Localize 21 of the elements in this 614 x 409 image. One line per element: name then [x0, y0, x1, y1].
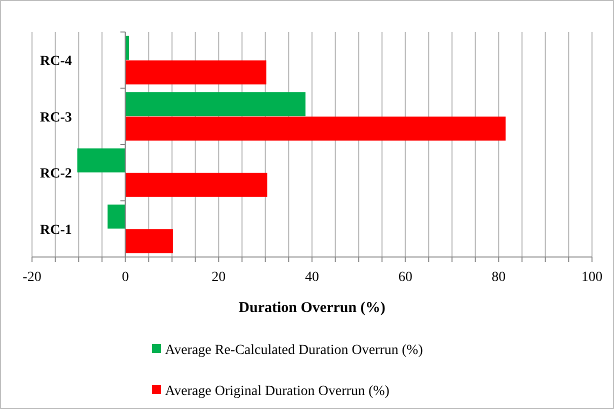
x-tick-label: 0	[122, 270, 129, 285]
legend-label: Average Original Duration Overrun (%)	[165, 384, 390, 399]
x-tick-label: 60	[398, 270, 412, 285]
y-tick-label: RC-2	[40, 166, 72, 182]
bar	[77, 148, 126, 172]
x-tick-label: 20	[212, 270, 226, 285]
bar	[125, 116, 506, 141]
bar	[125, 92, 306, 116]
bar	[108, 204, 126, 229]
x-tick-label: 40	[305, 270, 319, 285]
legend-label: Average Re-Calculated Duration Overrun (%)	[165, 343, 424, 358]
y-tick-label: RC-1	[40, 222, 72, 238]
bar	[125, 60, 266, 84]
bar	[125, 229, 173, 254]
x-tick-label: 80	[492, 270, 506, 285]
y-tick-label: RC-3	[40, 110, 72, 126]
x-tick-label: -20	[22, 270, 42, 285]
x-axis-title: Duration Overrun (%)	[238, 300, 386, 316]
bar	[125, 172, 268, 197]
x-tick-label: 100	[582, 270, 602, 285]
y-tick-label: RC-4	[40, 54, 72, 70]
